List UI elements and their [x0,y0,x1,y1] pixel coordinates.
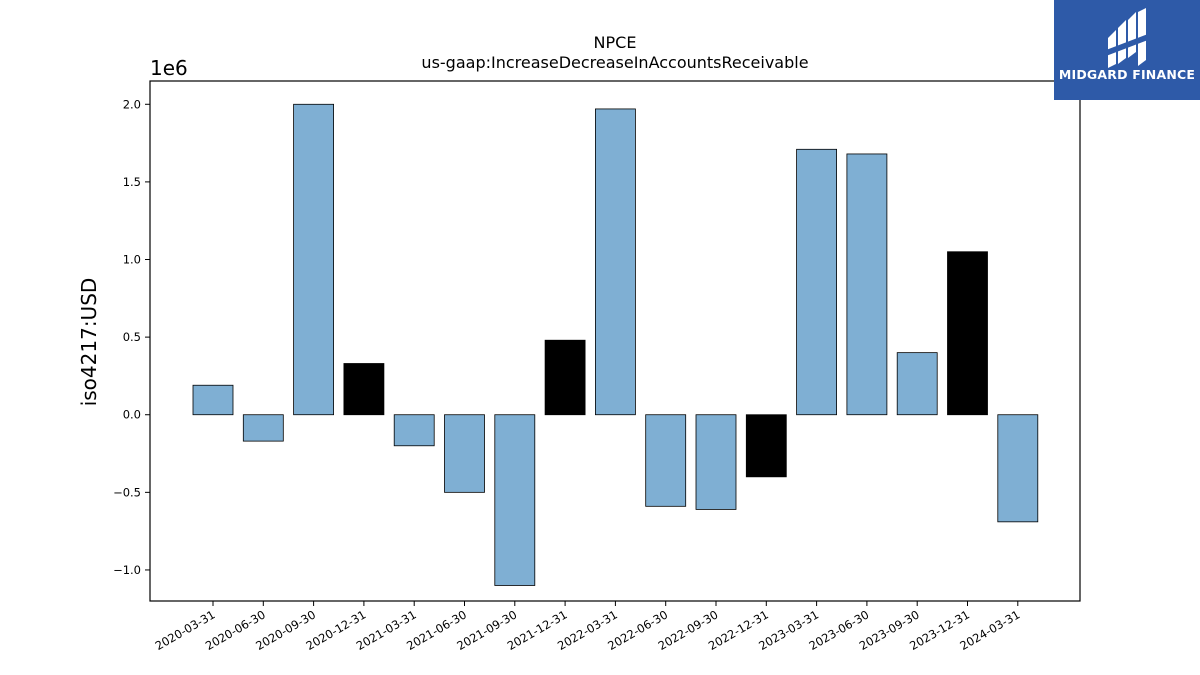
y-tick-label: 0.5 [123,330,141,344]
logo-mark-icon [1106,8,1148,68]
bar-2021-12-31 [544,339,586,416]
bar-2023-09-30 [896,352,938,416]
x-axis-ticks: 2020-03-312020-06-302020-09-302020-12-31… [153,601,1022,653]
y-axis-ticks: −1.0 −0.5 0.0 0.5 1.0 1.5 2.0 [113,97,150,577]
bar-2022-06-30 [645,414,687,507]
bar-2021-06-30 [444,414,485,493]
bar-2020-03-31 [192,384,234,416]
bars-group [192,103,1039,586]
bar-2023-12-31 [947,251,988,416]
chart-title: NPCE [594,33,637,52]
bar-2022-09-30 [695,414,737,510]
chart-subtitle: us-gaap:IncreaseDecreaseInAccountsReceiv… [421,53,808,72]
bar-2022-12-31 [745,414,787,478]
y-tick-label: 1.5 [123,175,141,189]
y-tick-label: −0.5 [113,485,141,499]
bar-2023-06-30 [846,153,888,416]
logo-text: MIDGARD FINANCE [1058,67,1196,82]
y-tick-label: −1.0 [113,563,141,577]
plot-frame [149,80,1081,602]
bar-2022-03-31 [595,108,636,416]
bar-2020-09-30 [293,103,335,416]
y-tick-label: 0.0 [123,408,141,422]
bar-2021-09-30 [494,414,536,586]
y-tick-label: 2.0 [123,97,141,111]
bar-2024-03-31 [997,414,1039,523]
midgard-finance-logo: MIDGARD FINANCE [1054,0,1200,100]
bar-2020-06-30 [242,414,284,442]
bar-2021-03-31 [393,414,435,447]
bar-2023-03-31 [796,148,837,416]
y-axis-label: iso4217:USD [77,278,101,407]
y-tick-label: 1.0 [123,253,141,267]
y-scale-label: 1e6 [150,56,188,80]
bar-2020-12-31 [343,363,385,416]
